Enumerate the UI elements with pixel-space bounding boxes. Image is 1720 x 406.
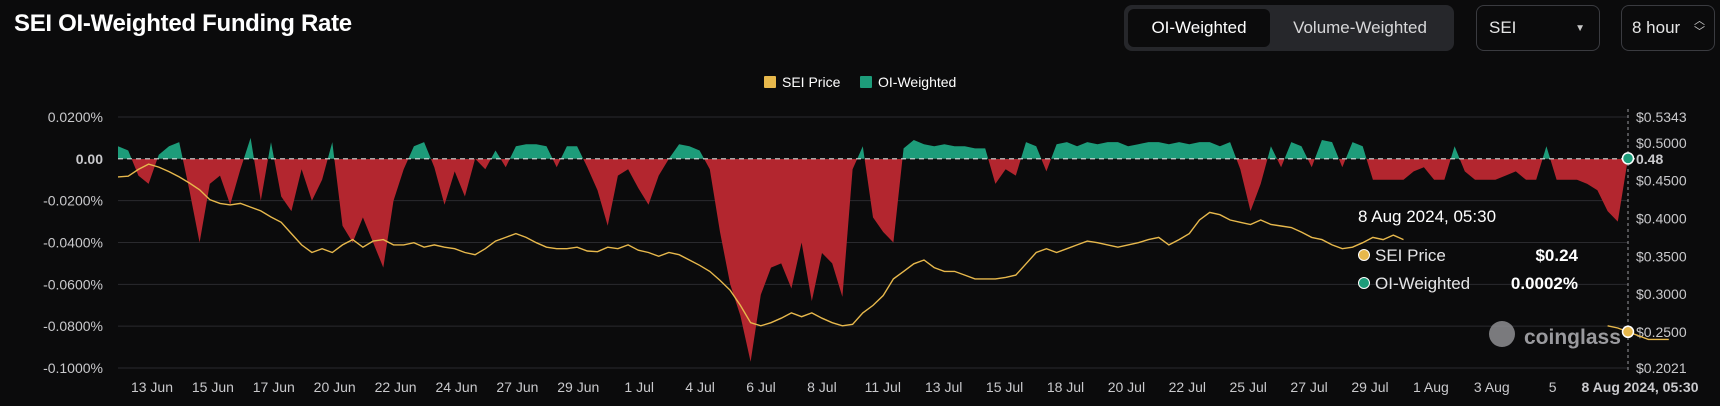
x-tick-1: 15 Jun xyxy=(192,379,234,395)
y-left-tick-2: -0.0200% xyxy=(43,193,103,209)
tab-oi-weighted[interactable]: OI-Weighted xyxy=(1128,9,1270,47)
chart-grid xyxy=(118,116,1628,369)
funding-area xyxy=(118,137,1628,362)
chart-legend: SEI Price OI-Weighted xyxy=(764,74,956,90)
y-left-tick-5: -0.0800% xyxy=(43,318,103,334)
y-right-tick-5: $0.3000 xyxy=(1636,286,1687,302)
interval-select[interactable]: 8 hour ︿ ﹀ xyxy=(1621,5,1715,51)
x-tick-21: 1 Aug xyxy=(1413,379,1449,395)
legend-label-price[interactable]: SEI Price xyxy=(782,74,841,90)
y-right-tick-6: $0.2500 xyxy=(1636,324,1687,340)
x-tick-6: 27 Jun xyxy=(496,379,538,395)
symbol-select-value: SEI xyxy=(1489,18,1517,37)
tooltip-title: 8 Aug 2024, 05:30 xyxy=(1358,207,1496,226)
y-right-tick-7: $0.2021 xyxy=(1636,360,1687,376)
y-left-tick-4: -0.0600% xyxy=(43,276,103,292)
x-tick-24: 8 Aug 2024, 05:30 xyxy=(1582,379,1699,395)
price-line-segment-1 xyxy=(1607,325,1669,341)
x-tick-19: 27 Jul xyxy=(1290,379,1327,395)
y-axis-left: 0.0200% 0.00 -0.0200% -0.0400% -0.0600% -0.08… xyxy=(43,109,103,376)
legend-label-oi[interactable]: OI-Weighted xyxy=(878,74,956,90)
watermark-text: coinglass xyxy=(1524,326,1621,349)
weighting-toggle: OI-Weighted Volume-Weighted xyxy=(1124,5,1454,51)
y-left-tick-1: 0.00 xyxy=(76,151,103,167)
x-tick-22: 3 Aug xyxy=(1474,379,1510,395)
marker-price xyxy=(1621,325,1635,339)
updown-chevron-icon: ︿ ﹀ xyxy=(1694,15,1705,38)
tooltip-value-price: $0.24 xyxy=(1535,246,1578,265)
x-tick-10: 6 Jul xyxy=(746,379,776,395)
tooltip-label-oi: OI-Weighted xyxy=(1375,274,1470,293)
tooltip-dot-oi xyxy=(1358,277,1370,289)
caret-down-icon: ▼ xyxy=(1575,23,1585,34)
x-tick-0: 13 Jun xyxy=(131,379,173,395)
x-tick-16: 20 Jul xyxy=(1108,379,1145,395)
y-left-tick-6: -0.1000% xyxy=(43,360,103,376)
x-tick-15: 18 Jul xyxy=(1047,379,1084,395)
x-tick-18: 25 Jul xyxy=(1230,379,1267,395)
y-left-tick-0: 0.0200% xyxy=(48,109,103,125)
y-left-tick-3: -0.0400% xyxy=(43,235,103,251)
x-tick-20: 29 Jul xyxy=(1351,379,1388,395)
price-line xyxy=(117,163,1669,341)
x-tick-3: 20 Jun xyxy=(314,379,356,395)
legend-swatch-oi xyxy=(860,76,872,88)
x-tick-14: 15 Jul xyxy=(986,379,1023,395)
x-tick-2: 17 Jun xyxy=(253,379,295,395)
watermark: coinglass xyxy=(1489,321,1621,349)
coinglass-logo-icon xyxy=(1489,321,1515,347)
marker-oi xyxy=(1621,152,1635,165)
x-tick-7: 29 Jun xyxy=(557,379,599,395)
tooltip-value-oi: 0.0002% xyxy=(1511,274,1578,293)
tooltip: 8 Aug 2024, 05:30 SEI Price $0.24 OI-Wei… xyxy=(1358,207,1579,293)
x-tick-8: 1 Jul xyxy=(624,379,654,395)
x-tick-11: 8 Jul xyxy=(807,379,837,395)
hover-markers xyxy=(1621,152,1635,339)
y-right-tick-1: $0.5000 xyxy=(1636,135,1687,151)
x-tick-5: 24 Jun xyxy=(435,379,477,395)
x-tick-9: 4 Jul xyxy=(685,379,715,395)
x-tick-12: 11 Jul xyxy=(865,379,901,395)
y-right-tick-3: $0.4000 xyxy=(1636,210,1687,226)
x-axis: 13 Jun 15 Jun 17 Jun 20 Jun 22 Jun 24 Jun 27 J… xyxy=(131,379,1699,395)
x-tick-23: 5 xyxy=(1549,379,1557,395)
interval-select-value: 8 hour xyxy=(1632,18,1681,37)
tooltip-label-price: SEI Price xyxy=(1375,246,1446,265)
y-right-tick-2: $0.4500 xyxy=(1636,173,1687,189)
y-right-tick-4: $0.3500 xyxy=(1636,248,1687,264)
y-axis-right: $0.5343 $0.5000 $0.4500 $0.4000 $0.3500 $0.30… xyxy=(1636,109,1687,376)
x-tick-4: 22 Jun xyxy=(375,379,417,395)
legend-swatch-price xyxy=(764,76,776,88)
x-tick-17: 22 Jul xyxy=(1169,379,1206,395)
price-line-segment-0 xyxy=(117,163,1404,327)
tooltip-dot-price xyxy=(1358,249,1370,261)
current-value-label: 0.48 xyxy=(1636,151,1663,167)
negative-area xyxy=(131,158,1628,362)
tab-volume-weighted[interactable]: Volume-Weighted xyxy=(1293,18,1427,37)
y-right-tick-0: $0.5343 xyxy=(1636,109,1687,125)
symbol-select[interactable]: SEI ▼ xyxy=(1476,5,1600,51)
x-tick-13: 13 Jul xyxy=(925,379,962,395)
positive-area xyxy=(118,137,1628,159)
page-title: SEI OI-Weighted Funding Rate xyxy=(14,10,352,37)
